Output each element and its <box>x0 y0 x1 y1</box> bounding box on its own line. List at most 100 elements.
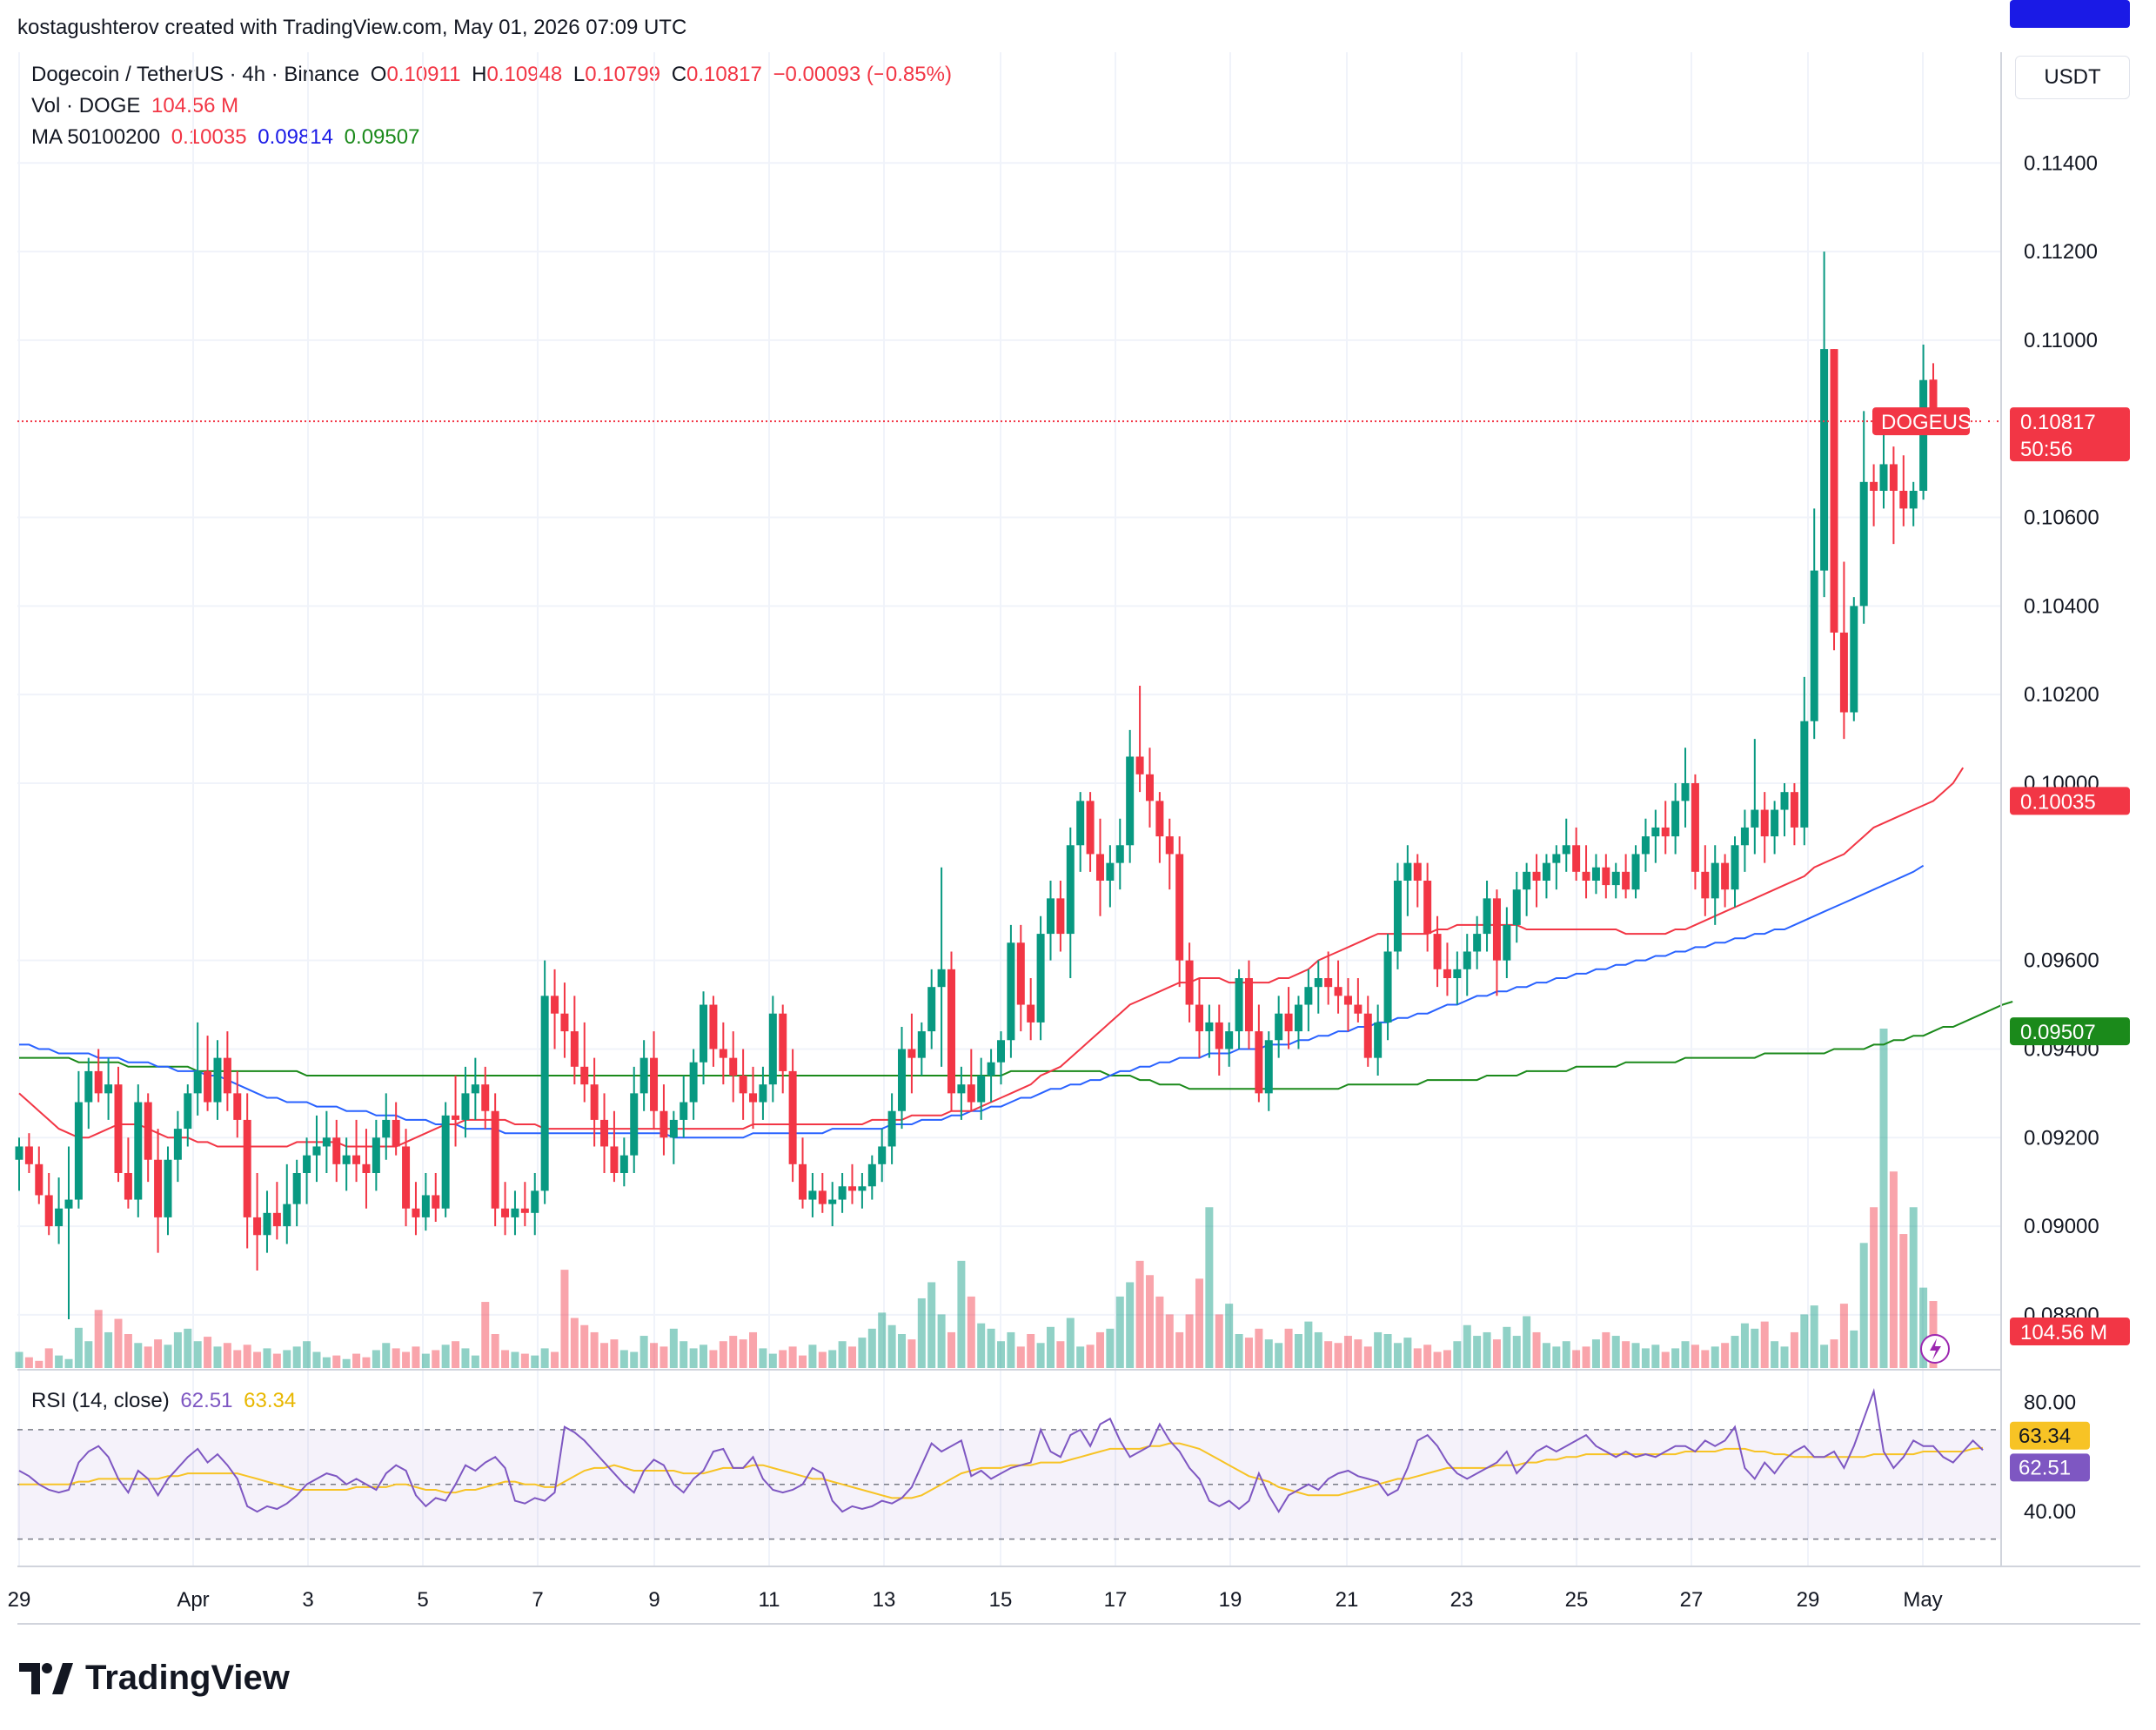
candle-body <box>1215 1022 1223 1049</box>
candle-body <box>114 1084 123 1173</box>
candle-body <box>739 1076 747 1094</box>
volume-legend: Vol · DOGE 104.56 M <box>31 94 244 118</box>
volume-bar <box>362 1357 371 1368</box>
candle-body <box>867 1163 876 1187</box>
volume-bar <box>749 1331 758 1368</box>
volume-bar <box>1086 1344 1095 1368</box>
candle-body <box>104 1084 113 1094</box>
tradingview-logo[interactable]: TradingView <box>19 1659 290 1698</box>
candle-body <box>967 1084 975 1103</box>
candle-body <box>1453 969 1462 978</box>
candle-body <box>848 1186 857 1191</box>
volume-bar <box>1929 1301 1938 1368</box>
candle-body <box>1095 854 1104 881</box>
candle-body <box>1413 862 1422 881</box>
volume-bar <box>867 1328 876 1368</box>
volume-bar <box>1275 1343 1283 1368</box>
price-tick-label: 0.08800 <box>2024 1304 2099 1327</box>
volume-bar <box>1284 1328 1293 1368</box>
candle-body <box>1076 801 1085 846</box>
volume-bar <box>1512 1336 1521 1368</box>
volume-bar <box>1383 1334 1392 1368</box>
rsi-pane: 80.00 40.00 63.34 62.51 <box>17 1387 2090 1540</box>
currency-button[interactable]: USDT <box>2015 56 2130 99</box>
candle-body <box>1165 836 1174 855</box>
volume-bar <box>1760 1321 1769 1368</box>
time-tick-label: 5 <box>417 1588 428 1612</box>
volume-bar <box>1235 1334 1243 1368</box>
candle-body <box>957 1084 966 1094</box>
rsi-badge-bg <box>2010 1453 2090 1482</box>
candle-body <box>1889 464 1898 491</box>
candle-body <box>1244 978 1253 1032</box>
volume-bar <box>1205 1207 1214 1368</box>
candle-body <box>1443 969 1451 978</box>
volume-bar <box>1126 1282 1135 1368</box>
candle-body <box>907 1049 916 1058</box>
volume-bar <box>600 1343 609 1368</box>
candle-body <box>1374 1022 1383 1058</box>
candle-body <box>283 1204 291 1227</box>
candle-body <box>24 1146 33 1164</box>
volume-bar <box>977 1323 986 1368</box>
volume-bar <box>590 1331 599 1368</box>
candle-body <box>1512 889 1521 925</box>
candle-body <box>1552 854 1561 863</box>
candle-body <box>1771 809 1779 837</box>
price-tick-label: 0.10600 <box>2024 506 2099 530</box>
candle-body <box>1622 871 1630 890</box>
volume-bar <box>898 1334 907 1368</box>
last-price-badge-bg <box>2010 407 2130 462</box>
ma-label: MA 50100200 <box>31 125 161 149</box>
candle-body <box>154 1159 163 1217</box>
candle-body <box>1115 845 1124 863</box>
time-tick-label: 17 <box>1104 1588 1128 1612</box>
low-value: 0.10799 <box>585 63 661 86</box>
candle-body <box>838 1186 847 1200</box>
volume-bar <box>15 1351 23 1368</box>
candle-body <box>818 1190 827 1204</box>
candle-body <box>977 1076 986 1103</box>
candle-body <box>1542 862 1550 881</box>
candle-body <box>1760 809 1769 837</box>
candle-body <box>332 1137 341 1164</box>
candle-body <box>134 1102 143 1200</box>
volume-bar <box>987 1328 995 1368</box>
volume-bar <box>1473 1336 1482 1368</box>
volume-bar <box>372 1350 380 1368</box>
candle-body <box>64 1199 73 1209</box>
volume-bar <box>1751 1328 1759 1368</box>
candle-body <box>84 1070 93 1103</box>
candle-body <box>1324 978 1333 988</box>
candle-body <box>650 1057 659 1111</box>
candle-body <box>421 1195 430 1217</box>
price-tick-label: 0.09600 <box>2024 949 2099 973</box>
volume-bar <box>501 1350 510 1368</box>
volume-bar <box>114 1318 123 1368</box>
volume-bar <box>402 1351 411 1368</box>
volume-bar <box>1027 1334 1035 1368</box>
candle-body <box>551 996 559 1014</box>
volume-bar <box>887 1324 896 1368</box>
volume-bar <box>263 1348 271 1368</box>
ma100-line <box>19 864 1925 1139</box>
volume-bar <box>1562 1341 1570 1368</box>
symbol-badge-bg <box>1872 407 1970 436</box>
candle-body <box>253 1217 262 1236</box>
rsi-ma-value: 63.34 <box>244 1389 297 1412</box>
candle-body <box>689 1062 698 1103</box>
volume-bar <box>332 1355 341 1368</box>
volume-bar <box>352 1353 361 1368</box>
time-tick-label: 25 <box>1565 1588 1589 1612</box>
volume-bar <box>1889 1171 1898 1368</box>
candle-body <box>1155 801 1164 837</box>
volume-bar <box>799 1355 807 1368</box>
volume-bar <box>1859 1243 1868 1368</box>
candle-body <box>799 1163 807 1200</box>
volume-bar <box>1582 1346 1590 1368</box>
volume-bar <box>1681 1341 1690 1368</box>
time-axis: 29 Apr 3 5 7 9 11 13 15 17 19 21 23 25 27 29 May <box>8 52 2140 1625</box>
candle-body <box>580 1066 589 1085</box>
candle-body <box>35 1163 44 1196</box>
